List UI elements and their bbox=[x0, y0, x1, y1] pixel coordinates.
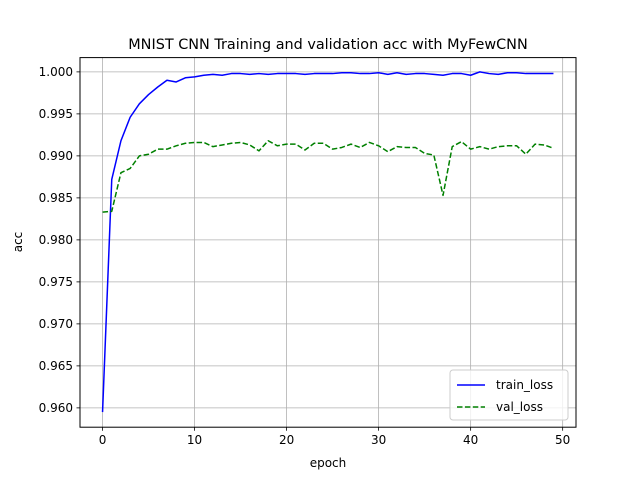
x-tick-label: 50 bbox=[555, 433, 570, 447]
x-tick-label: 30 bbox=[371, 433, 386, 447]
legend-label-val-loss: val_loss bbox=[496, 400, 543, 414]
grid bbox=[80, 57, 576, 428]
y-tick-label: 0.995 bbox=[39, 107, 73, 121]
y-tick-label: 0.975 bbox=[39, 275, 73, 289]
x-tick-label: 10 bbox=[187, 433, 202, 447]
chart-title: MNIST CNN Training and validation acc wi… bbox=[128, 37, 527, 53]
x-tick-label: 40 bbox=[463, 433, 478, 447]
legend-label-train-loss: train_loss bbox=[496, 378, 553, 392]
x-axis-label: epoch bbox=[310, 456, 347, 470]
x-tick-label: 0 bbox=[99, 433, 107, 447]
y-tick-label: 1.000 bbox=[39, 65, 73, 79]
ticks: 0 10 20 30 40 50 0.960 0.965 0.970 0.975 0.980 0.98… bbox=[39, 65, 571, 447]
y-tick-label: 0.970 bbox=[39, 317, 73, 331]
y-tick-label: 0.980 bbox=[39, 233, 73, 247]
y-tick-label: 0.960 bbox=[39, 401, 73, 415]
legend-box bbox=[449, 369, 569, 421]
y-tick-label: 0.985 bbox=[39, 191, 73, 205]
x-tick-label: 20 bbox=[279, 433, 294, 447]
series-line-train-loss bbox=[101, 71, 554, 413]
y-tick-label: 0.965 bbox=[39, 359, 73, 373]
y-tick-label: 0.990 bbox=[39, 149, 73, 163]
legend: train_loss val_loss bbox=[449, 369, 569, 421]
series-line-val-loss bbox=[102, 140, 554, 213]
y-axis-label: acc bbox=[11, 232, 25, 253]
series-layer bbox=[101, 71, 554, 413]
plot-frame bbox=[79, 57, 577, 428]
